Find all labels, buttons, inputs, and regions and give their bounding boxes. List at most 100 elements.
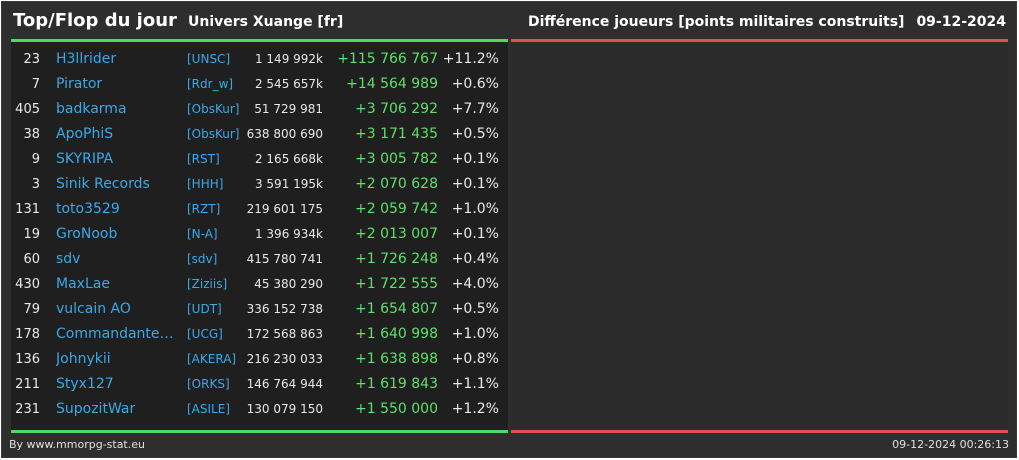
- table-row: 60 sdv [sdv] 415 780 741 +1 726 248 +0.4%: [11, 247, 508, 272]
- alliance-tag-link[interactable]: [Ziziis]: [187, 277, 228, 291]
- player-points: 1 396 934k: [254, 227, 323, 241]
- table-row: 9 SKYRIPA [RST] 2 165 668k +3 005 782 +0.1%: [11, 147, 508, 172]
- percent-change: +1.1%: [451, 376, 499, 392]
- player-rank: 23: [23, 52, 40, 67]
- table-row: 405 badkarma [ObsKur] 51 729 981 +3 706 292 +…: [11, 97, 508, 122]
- bottom-divider-green: [11, 430, 508, 433]
- alliance-tag-link[interactable]: [RZT]: [187, 202, 221, 216]
- table-row: 231 SupozitWar [ASILE] 130 079 150 +1 550 00…: [11, 397, 508, 422]
- alliance-tag-link[interactable]: [ORKS]: [187, 377, 230, 391]
- points-difference: +14 564 989: [346, 76, 438, 92]
- alliance-tag-link[interactable]: [HHH]: [187, 177, 224, 191]
- table-row: 19 GroNoob [N-A] 1 396 934k +2 013 007 +0.1%: [11, 222, 508, 247]
- player-name-link[interactable]: SupozitWar: [56, 401, 136, 417]
- percent-change: +0.1%: [451, 151, 499, 167]
- player-rank: 7: [31, 77, 40, 92]
- player-points: 146 764 944: [246, 377, 323, 391]
- player-name-link[interactable]: SKYRIPA: [56, 151, 114, 167]
- player-rank: 131: [15, 202, 40, 217]
- percent-change: +0.4%: [451, 251, 499, 267]
- player-name-link[interactable]: badkarma: [56, 101, 127, 117]
- points-difference: +1 722 555: [355, 276, 438, 292]
- points-difference: +3 706 292: [355, 101, 438, 117]
- top-divider-green: [11, 39, 508, 42]
- player-rank: 405: [15, 102, 40, 117]
- percent-change: +1.0%: [451, 201, 499, 217]
- alliance-tag-link[interactable]: [N-A]: [187, 227, 218, 241]
- alliance-tag-link[interactable]: [sdv]: [187, 252, 218, 266]
- points-difference: +2 013 007: [355, 226, 438, 242]
- player-name-link[interactable]: Johnykii: [56, 351, 111, 367]
- player-name-link[interactable]: MaxLae: [56, 276, 110, 292]
- table-row: 7 Pirator [Rdr_w] 2 545 657k +14 564 989 +0.6…: [11, 72, 508, 97]
- points-difference: +115 766 767: [337, 51, 438, 67]
- player-name-link[interactable]: sdv: [56, 251, 81, 267]
- metric-label: Différence joueurs [points militaires co…: [527, 14, 905, 30]
- player-points: 3 591 195k: [254, 177, 323, 191]
- percent-change: +0.1%: [451, 176, 499, 192]
- player-name-link[interactable]: toto3529: [56, 201, 120, 217]
- alliance-tag-link[interactable]: [ObsKur]: [187, 127, 240, 141]
- points-difference: +2 059 742: [355, 201, 438, 217]
- points-difference: +1 640 998: [355, 326, 438, 342]
- metric-heading: Différence joueurs [points militaires co…: [528, 14, 1006, 30]
- alliance-tag-link[interactable]: [UCG]: [187, 327, 223, 341]
- table-row: 430 MaxLae [Ziziis] 45 380 290 +1 722 555 +4.…: [11, 272, 508, 297]
- player-rank: 19: [23, 227, 40, 242]
- footer-timestamp: 09-12-2024 00:26:13: [892, 438, 1009, 451]
- page-title: Top/Flop du jour: [13, 10, 177, 31]
- table-row: 3 Sinik Records [HHH] 3 591 195k +2 070 628 +…: [11, 172, 508, 197]
- alliance-tag-link[interactable]: [ASILE]: [187, 402, 230, 416]
- player-rank: 178: [15, 327, 40, 342]
- table-row: 38 ApoPhiS [ObsKur] 638 800 690 +3 171 435 +0…: [11, 122, 508, 147]
- alliance-tag-link[interactable]: [UNSC]: [187, 52, 231, 66]
- player-name-link[interactable]: ApoPhiS: [56, 126, 114, 142]
- universe-label: Univers Xuange [fr]: [188, 14, 344, 30]
- points-difference: +1 726 248: [355, 251, 438, 267]
- player-name-link[interactable]: Styx127: [56, 376, 114, 392]
- percent-change: +4.0%: [451, 276, 499, 292]
- points-difference: +3 005 782: [355, 151, 438, 167]
- points-difference: +1 550 000: [355, 401, 438, 417]
- alliance-tag-link[interactable]: [ObsKur]: [187, 102, 240, 116]
- player-points: 172 568 863: [246, 327, 323, 341]
- table-row: 131 toto3529 [RZT] 219 601 175 +2 059 742 +1.…: [11, 197, 508, 222]
- alliance-tag-link[interactable]: [Rdr_w]: [187, 77, 234, 91]
- alliance-tag-link[interactable]: [UDT]: [187, 302, 222, 316]
- percent-change: +11.2%: [442, 51, 499, 67]
- flop-players-panel: [511, 42, 1008, 430]
- top-divider-red: [511, 39, 1008, 42]
- player-name-link[interactable]: GroNoob: [56, 226, 118, 242]
- player-rank: 38: [23, 127, 40, 142]
- percent-change: +1.0%: [451, 326, 499, 342]
- player-rank: 9: [31, 152, 40, 167]
- player-points: 336 152 738: [246, 302, 323, 316]
- player-points: 130 079 150: [246, 402, 323, 416]
- percent-change: +0.6%: [451, 76, 499, 92]
- player-name-link[interactable]: Pirator: [56, 76, 103, 92]
- player-points: 219 601 175: [246, 202, 323, 216]
- player-rank: 60: [23, 252, 40, 267]
- points-difference: +2 070 628: [355, 176, 438, 192]
- table-row: 23 H3llrider [UNSC] 1 149 992k +115 766 767 +…: [11, 47, 508, 72]
- percent-change: +1.2%: [451, 401, 499, 417]
- footer-credit[interactable]: By www.mmorpg-stat.eu: [9, 438, 145, 451]
- percent-change: +7.7%: [451, 101, 499, 117]
- player-points: 415 780 741: [246, 252, 323, 266]
- percent-change: +0.5%: [451, 126, 499, 142]
- alliance-tag-link[interactable]: [AKERA]: [187, 352, 237, 366]
- player-name-link[interactable]: H3llrider: [56, 51, 117, 67]
- bottom-divider-red: [511, 430, 1008, 433]
- player-rank: 136: [15, 352, 40, 367]
- player-points: 51 729 981: [254, 102, 323, 116]
- points-difference: +3 171 435: [355, 126, 438, 142]
- percent-change: +0.8%: [451, 351, 499, 367]
- player-name-link[interactable]: Commandante ...: [56, 326, 176, 342]
- player-name-link[interactable]: vulcain AO: [56, 301, 131, 317]
- player-rank: 231: [15, 402, 40, 417]
- points-difference: +1 654 807: [355, 301, 438, 317]
- player-name-link[interactable]: Sinik Records: [56, 176, 150, 192]
- alliance-tag-link[interactable]: [RST]: [187, 152, 220, 166]
- player-points: 2 545 657k: [254, 77, 323, 91]
- player-points: 638 800 690: [246, 127, 323, 141]
